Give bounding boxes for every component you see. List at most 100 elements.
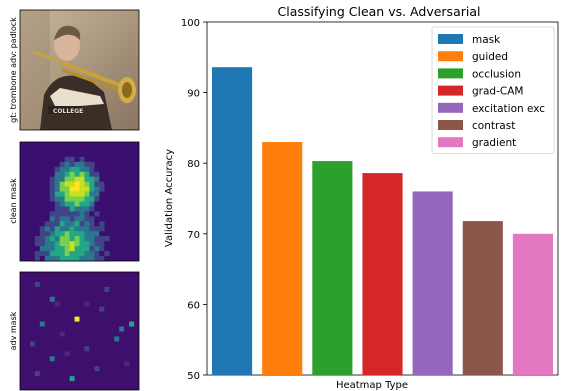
heatmap-cell — [89, 241, 95, 247]
legend-swatch — [438, 85, 463, 96]
panel-adv-mask — [19, 271, 140, 391]
heatmap-cell — [34, 251, 41, 257]
heatmap-cell — [89, 236, 95, 242]
heatmap-cell — [34, 236, 41, 242]
legend-label: contrast — [472, 120, 515, 132]
heatmap-cell — [39, 241, 46, 247]
heatmap-cell — [49, 211, 56, 217]
heatmap-cell — [94, 206, 100, 212]
heatmap-cell — [84, 216, 90, 222]
adv-mask-cell — [39, 321, 45, 327]
heatmap-cell — [84, 186, 90, 192]
heatmap-cell — [39, 246, 46, 252]
heatmap-cell — [94, 211, 100, 217]
heatmap-cell — [64, 166, 70, 173]
panel-clean-mask — [19, 141, 140, 262]
heatmap-cell — [54, 156, 60, 163]
heatmap-cell — [34, 221, 41, 227]
bar-excitation-exc — [412, 191, 453, 375]
heatmap-cell — [84, 221, 90, 227]
heatmap-cell — [79, 241, 85, 247]
heatmap-cell — [74, 246, 80, 252]
heatmap-cell — [64, 211, 70, 217]
heatmap-cell — [94, 171, 100, 178]
heatmap-cell — [69, 171, 75, 178]
heatmap-cell — [69, 256, 75, 262]
heatmap-cell — [69, 201, 75, 207]
heatmap-cell — [39, 236, 46, 242]
heatmap-cell — [84, 251, 90, 257]
heatmap-cell — [74, 256, 80, 262]
heatmap-cell — [39, 256, 46, 262]
heatmap-cell — [79, 226, 85, 232]
heatmap-cell — [69, 181, 75, 187]
heatmap-cell — [94, 231, 100, 237]
heatmap-cell — [64, 241, 70, 247]
heatmap-cell — [89, 226, 95, 232]
heatmap-cell — [94, 221, 100, 227]
heatmap-cell — [104, 231, 110, 237]
heatmap-cell — [104, 181, 110, 187]
heatmap-cell — [99, 221, 105, 227]
heatmap-cell — [104, 246, 110, 252]
heatmap-cell — [44, 216, 51, 222]
heatmap-cell — [74, 201, 80, 207]
legend-swatch — [438, 68, 463, 79]
heatmap-cell — [69, 246, 75, 252]
heatmap-cell — [74, 206, 80, 212]
heatmap-cell — [39, 251, 46, 257]
heatmap-cell — [89, 221, 95, 227]
heatmap-cell — [64, 161, 70, 168]
heatmap-cell — [79, 176, 85, 182]
heatmap-cell — [44, 186, 51, 192]
heatmap-cell — [44, 221, 51, 227]
heatmap-cell — [89, 166, 95, 173]
heatmap-cell — [54, 256, 60, 262]
heatmap-cell — [84, 201, 90, 207]
heatmap-cell — [54, 216, 60, 222]
heatmap-cell — [74, 161, 80, 168]
heatmap-cell — [69, 166, 75, 173]
bar-mask — [212, 67, 253, 376]
heatmap-cell — [64, 226, 70, 232]
adv-mask-cell — [34, 371, 40, 377]
heatmap-cell — [64, 191, 70, 197]
heatmap-cell — [64, 216, 70, 222]
panel-photo-label: gt: trombone adv: padlock — [9, 17, 18, 123]
heatmap-cell — [74, 226, 80, 232]
heatmap-cell — [54, 231, 60, 237]
heatmap-cell — [59, 231, 65, 237]
heatmap-cell — [59, 226, 65, 232]
heatmap-cell — [74, 216, 80, 222]
heatmap-cell — [94, 191, 100, 197]
heatmap-cell — [89, 196, 95, 202]
heatmap-cell — [84, 226, 90, 232]
heatmap-cell — [104, 241, 110, 247]
heatmap-cell — [74, 221, 80, 227]
heatmap-cell — [79, 211, 85, 217]
bar-gradient — [512, 233, 553, 375]
heatmap-cell — [69, 161, 75, 168]
heatmap-cell — [54, 226, 60, 232]
bar-grad-cam — [362, 173, 403, 375]
heatmap-cell — [49, 251, 56, 257]
heatmap-cell — [59, 216, 65, 222]
heatmap-cell — [49, 236, 56, 242]
heatmap-cell — [69, 216, 75, 222]
heatmap-cell — [69, 236, 75, 242]
heatmap-cell — [99, 256, 105, 262]
heatmap-cell — [74, 166, 80, 173]
heatmap-cell — [59, 176, 65, 182]
bar-contrast — [462, 221, 503, 375]
heatmap-cell — [59, 246, 65, 252]
heatmap-cell — [94, 246, 100, 252]
bar-occlusion — [312, 161, 353, 375]
heatmap-cell — [24, 231, 31, 237]
heatmap-cell — [44, 251, 51, 257]
heatmap-cell — [59, 241, 65, 247]
heatmap-cell — [44, 206, 51, 212]
heatmap-cell — [99, 196, 105, 202]
adv-mask-cell — [119, 326, 125, 332]
y-tick-label: 80 — [187, 159, 200, 170]
heatmap-cell — [89, 186, 95, 192]
